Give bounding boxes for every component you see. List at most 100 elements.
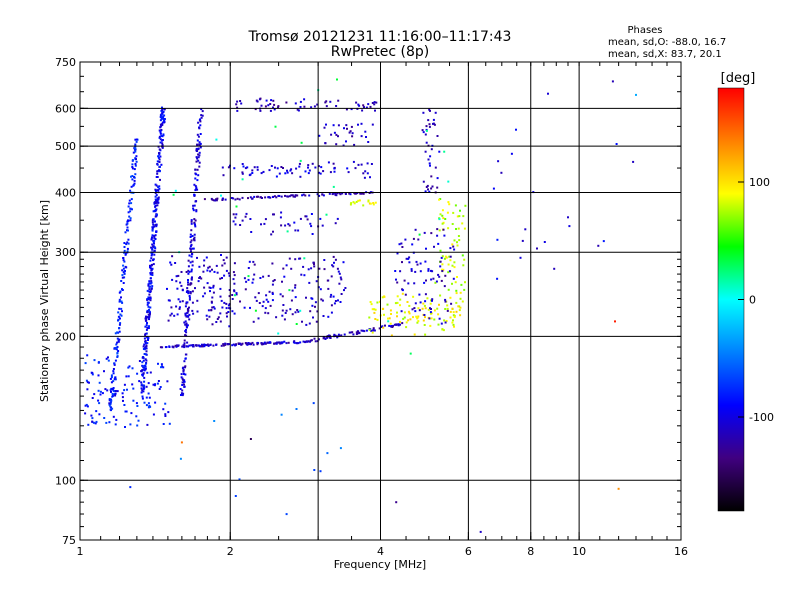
- data-point: [120, 296, 122, 299]
- data-point: [417, 320, 420, 323]
- data-point: [374, 318, 377, 320]
- data-point: [183, 360, 186, 363]
- data-point: [294, 195, 296, 198]
- data-point: [127, 219, 129, 222]
- data-point: [192, 238, 195, 240]
- data-point: [358, 199, 361, 202]
- data-point: [365, 106, 368, 109]
- data-point: [134, 150, 137, 153]
- data-point: [233, 274, 236, 277]
- data-point: [155, 176, 158, 178]
- data-point: [273, 342, 276, 345]
- data-point: [331, 264, 334, 267]
- data-point: [133, 168, 136, 171]
- data-point: [404, 293, 407, 296]
- data-point: [421, 129, 424, 132]
- data-point: [286, 171, 289, 174]
- data-point: [173, 314, 176, 317]
- data-point: [158, 187, 161, 190]
- data-point: [443, 234, 446, 237]
- data-point: [87, 423, 90, 426]
- data-point: [284, 224, 287, 227]
- data-point: [151, 247, 154, 250]
- data-point: [225, 302, 228, 305]
- data-point: [373, 329, 376, 332]
- data-point: [170, 263, 173, 266]
- data-point: [448, 270, 451, 273]
- data-point: [153, 239, 156, 242]
- data-point: [151, 219, 154, 222]
- data-point: [252, 278, 255, 281]
- data-point: [602, 240, 605, 243]
- data-point: [425, 186, 428, 188]
- data-point: [227, 304, 230, 307]
- data-point: [115, 346, 118, 349]
- x-tick-label: 16: [674, 545, 688, 558]
- data-point: [119, 322, 122, 325]
- data-point: [373, 103, 376, 106]
- data-point: [329, 100, 332, 103]
- data-point: [143, 384, 146, 387]
- data-point: [144, 317, 147, 320]
- data-point: [297, 229, 300, 232]
- data-point: [419, 262, 422, 265]
- data-point: [114, 332, 117, 335]
- data-point: [337, 333, 340, 336]
- data-point: [295, 323, 298, 325]
- data-point: [134, 173, 137, 176]
- data-point: [249, 218, 252, 220]
- data-point: [169, 261, 172, 264]
- data-point: [307, 340, 310, 343]
- data-point: [115, 418, 118, 421]
- data-point: [145, 404, 148, 407]
- data-point: [417, 315, 420, 318]
- data-point: [187, 259, 190, 262]
- data-point: [611, 80, 614, 83]
- data-point: [413, 333, 416, 336]
- data-point: [236, 197, 239, 200]
- data-point: [348, 192, 351, 195]
- data-point: [416, 316, 419, 319]
- data-point: [182, 378, 184, 381]
- data-point: [317, 338, 320, 341]
- data-point: [349, 130, 352, 133]
- data-point: [282, 304, 285, 306]
- data-point: [343, 289, 345, 292]
- data-point: [346, 167, 349, 170]
- data-point: [342, 261, 345, 264]
- data-point: [275, 175, 278, 178]
- data-point: [285, 264, 288, 267]
- data-point: [249, 196, 252, 199]
- data-point: [148, 288, 151, 291]
- data-point: [447, 271, 450, 274]
- data-point: [425, 141, 428, 144]
- data-point: [436, 228, 439, 231]
- data-point: [88, 381, 90, 384]
- data-point: [183, 385, 186, 388]
- data-point: [284, 172, 287, 175]
- data-point: [314, 305, 316, 308]
- data-point: [401, 289, 404, 292]
- data-point: [322, 194, 325, 197]
- data-point: [188, 298, 191, 301]
- data-point: [228, 289, 231, 291]
- data-point: [185, 322, 188, 325]
- data-point: [228, 295, 231, 298]
- data-point: [145, 332, 148, 335]
- data-point: [160, 117, 163, 120]
- data-point: [251, 169, 254, 172]
- data-point: [456, 215, 459, 218]
- data-point: [117, 350, 120, 352]
- data-point: [220, 254, 222, 256]
- data-point: [118, 307, 121, 310]
- data-point: [150, 246, 153, 249]
- data-point: [337, 299, 339, 302]
- data-point: [145, 350, 148, 353]
- data-point: [343, 127, 345, 130]
- data-point: [187, 272, 190, 275]
- data-point: [105, 421, 108, 424]
- data-point: [112, 387, 115, 389]
- data-point: [316, 193, 319, 196]
- data-point: [259, 97, 262, 100]
- data-point: [451, 264, 454, 267]
